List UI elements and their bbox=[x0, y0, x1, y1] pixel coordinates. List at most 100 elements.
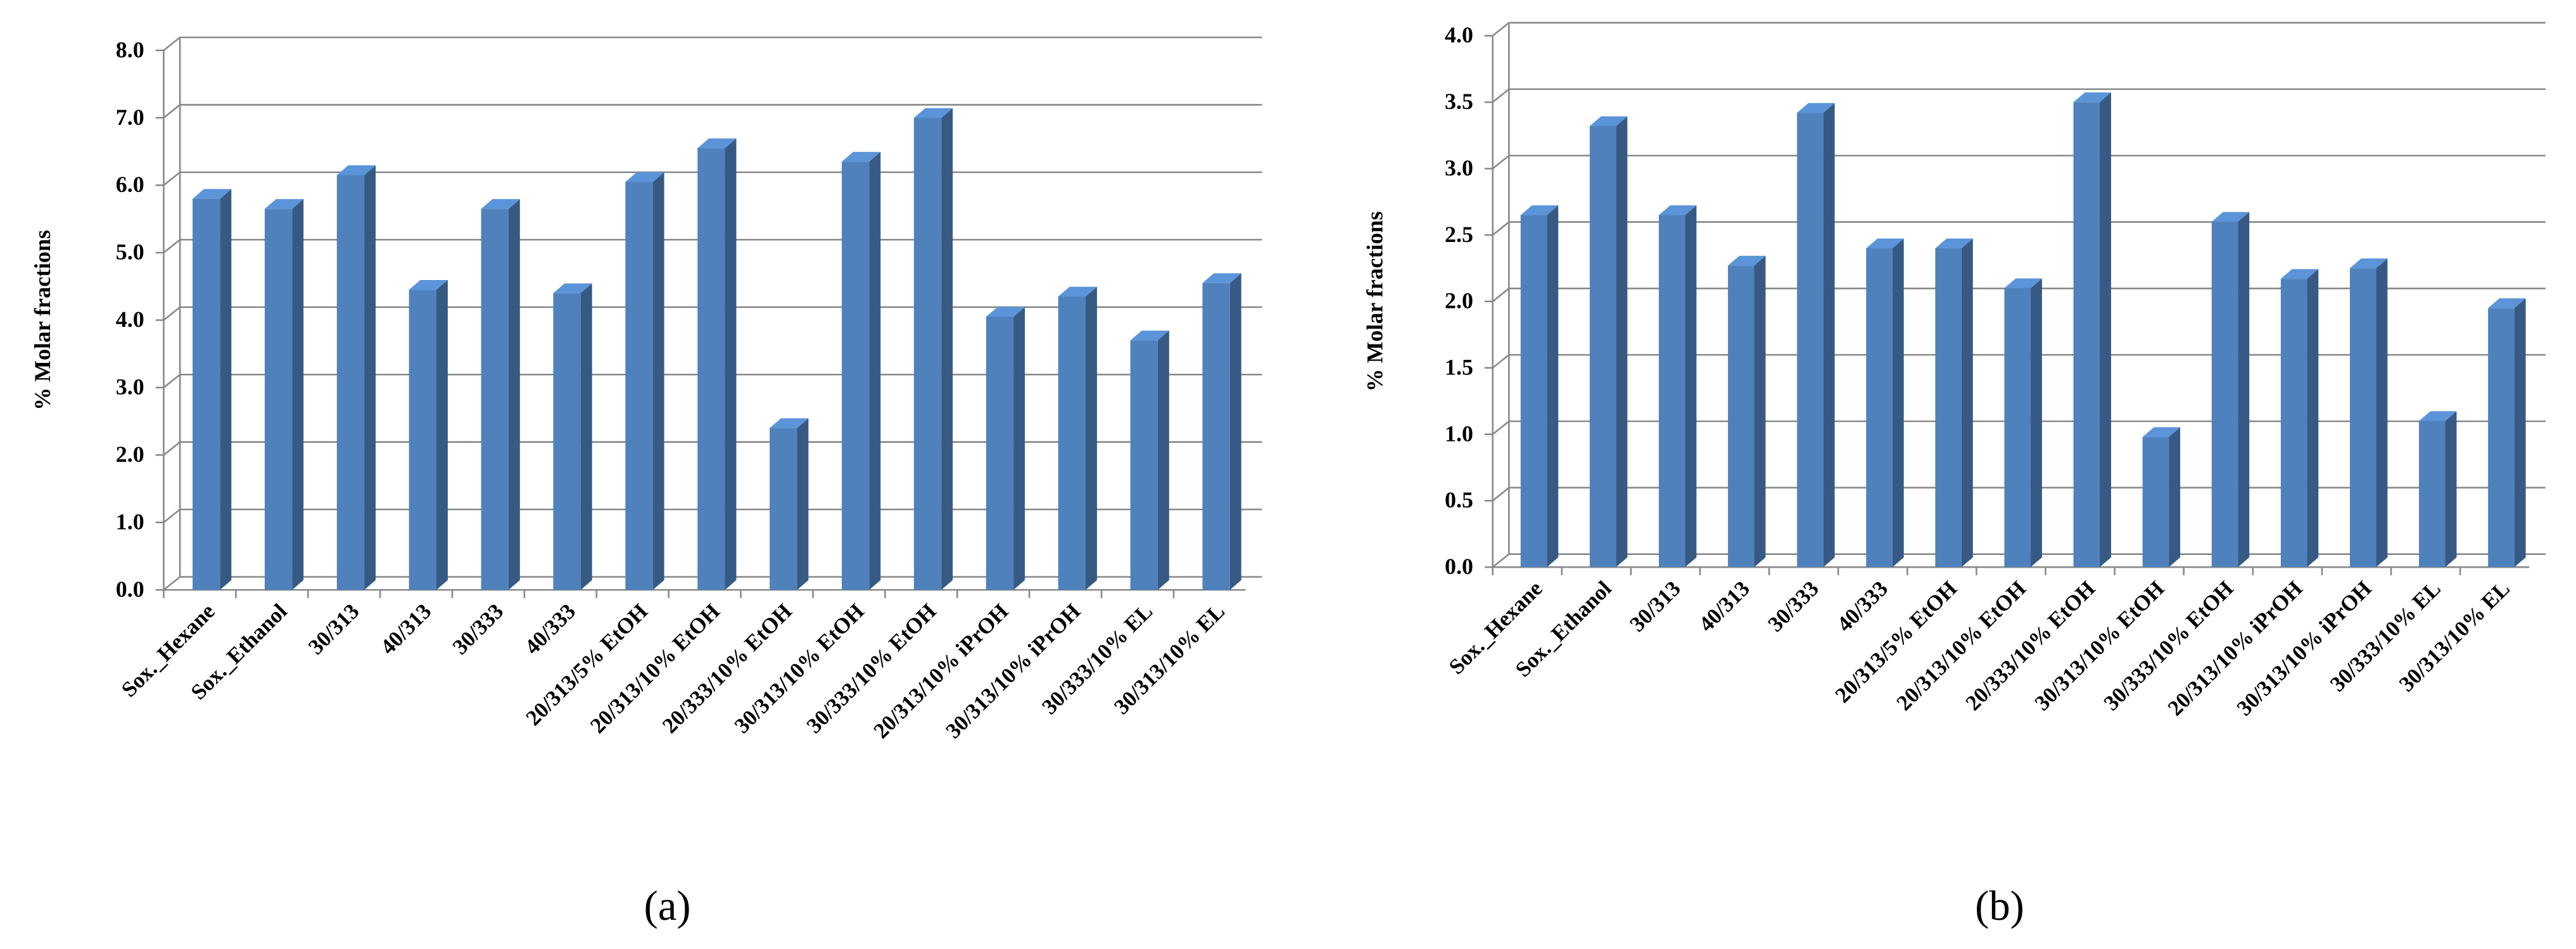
x-tick-label: 20/313/5% EtOH bbox=[1830, 576, 1962, 708]
grid-line bbox=[1492, 221, 2546, 236]
caption: (a) bbox=[644, 883, 691, 929]
x-tick-label: 30/313 bbox=[1625, 576, 1685, 637]
y-axis-label: % Molar fractions bbox=[1362, 212, 1387, 392]
bar-side bbox=[1085, 286, 1097, 590]
bar bbox=[2349, 268, 2376, 568]
grid-line bbox=[163, 306, 1262, 321]
grid-line bbox=[1492, 420, 2546, 435]
y-tick-label: 1.0 bbox=[116, 509, 144, 534]
bar-side bbox=[292, 199, 304, 590]
bar-top bbox=[1866, 238, 1904, 248]
y-tick-label: 1.0 bbox=[1445, 421, 1473, 446]
grid-line bbox=[1492, 553, 2546, 568]
bar-top bbox=[264, 199, 304, 209]
bar-side bbox=[2238, 212, 2250, 568]
grid-line bbox=[163, 508, 1262, 523]
bar-side bbox=[652, 172, 664, 590]
y-tick-label: 2.5 bbox=[1445, 222, 1473, 247]
bar-top bbox=[770, 418, 809, 428]
grid-line bbox=[163, 441, 1262, 456]
bar-top bbox=[193, 189, 232, 199]
bar bbox=[1658, 215, 1685, 568]
bar-top bbox=[1728, 255, 1766, 266]
bar bbox=[481, 208, 509, 590]
bar-side bbox=[1616, 116, 1628, 568]
bar-top bbox=[1935, 238, 1973, 248]
y-tick-label: 7.0 bbox=[116, 105, 144, 130]
x-tick-label: 40/333 bbox=[1832, 576, 1893, 637]
bar-side bbox=[2169, 427, 2181, 568]
bar bbox=[1202, 283, 1230, 590]
bar bbox=[1728, 265, 1754, 568]
bar-side bbox=[1892, 238, 1904, 568]
bar bbox=[193, 198, 220, 590]
grid-line bbox=[163, 171, 1262, 186]
y-tick-label: 3.5 bbox=[1445, 89, 1473, 114]
y-axis-label: % Molar fractions bbox=[30, 230, 55, 411]
bar-top bbox=[2073, 92, 2112, 103]
bar bbox=[409, 290, 436, 590]
x-tick-label: 30/313/10% EtOH bbox=[730, 599, 868, 738]
bar-top bbox=[1520, 205, 1559, 215]
bar-top bbox=[1130, 330, 1169, 341]
grid-line bbox=[1492, 88, 2546, 103]
bar-side bbox=[580, 283, 592, 590]
y-tick-label: 0.0 bbox=[116, 576, 144, 602]
bar bbox=[2211, 222, 2238, 568]
bar-top bbox=[2004, 278, 2042, 288]
bar-top bbox=[842, 151, 881, 162]
grid-line bbox=[163, 373, 1262, 388]
bar-side bbox=[2514, 298, 2526, 568]
bar-side bbox=[1157, 330, 1169, 590]
x-tick-label: 40/313 bbox=[376, 599, 436, 659]
bar-side bbox=[2100, 92, 2112, 568]
y-tick-label: 3.0 bbox=[1445, 155, 1473, 181]
grid-line bbox=[1492, 155, 2546, 170]
bar-side bbox=[1547, 205, 1559, 568]
bar-top bbox=[1797, 103, 1835, 113]
x-tick-label: 20/333/10% EtOH bbox=[1961, 576, 2100, 715]
x-tick-label: 30/333/10% EtOH bbox=[2099, 576, 2238, 715]
bar bbox=[2419, 421, 2446, 568]
bar bbox=[553, 293, 581, 590]
bar bbox=[913, 117, 942, 590]
x-tick-label: 30/313/10% iPrOH bbox=[941, 599, 1085, 743]
y-tick-label: 2.0 bbox=[1445, 288, 1473, 314]
bar-side bbox=[1685, 205, 1697, 568]
bar bbox=[986, 316, 1014, 590]
grid-line bbox=[163, 239, 1262, 253]
grid-line bbox=[163, 36, 1262, 51]
grid-line bbox=[1492, 288, 2546, 302]
grid-line bbox=[1492, 22, 2546, 37]
bar bbox=[1797, 113, 1824, 568]
bar bbox=[1520, 215, 1547, 568]
bar-side bbox=[797, 418, 809, 590]
bar-side bbox=[364, 165, 376, 590]
bar-top bbox=[1589, 116, 1628, 127]
bar-side bbox=[869, 151, 881, 590]
x-tick-label: 30/313/10% iPrOH bbox=[2232, 576, 2376, 720]
bar bbox=[1130, 340, 1158, 590]
bar bbox=[2280, 279, 2307, 568]
bar-side bbox=[508, 199, 520, 590]
bar-top bbox=[913, 108, 953, 118]
bar-side bbox=[220, 189, 232, 590]
bar-top bbox=[986, 307, 1025, 317]
bar bbox=[1058, 296, 1086, 590]
x-tick-label: 20/313/10% EtOH bbox=[1892, 576, 2031, 715]
bar-side bbox=[1754, 255, 1766, 568]
x-tick-label: 20/313/5% EtOH bbox=[521, 599, 652, 730]
bar-top bbox=[1058, 286, 1097, 297]
bar bbox=[625, 182, 653, 590]
chart: 0.00.51.01.52.02.53.03.54.0Sox._HexaneSo… bbox=[1362, 22, 2546, 929]
y-tick-label: 5.0 bbox=[116, 239, 144, 265]
y-tick-label: 4.0 bbox=[116, 307, 144, 332]
bar bbox=[336, 175, 365, 590]
bar-top bbox=[625, 172, 664, 182]
bar bbox=[264, 208, 293, 590]
y-tick-label: 2.0 bbox=[116, 442, 144, 467]
y-tick-label: 3.0 bbox=[116, 374, 144, 400]
bar-top bbox=[336, 165, 376, 175]
x-tick-label: 30/313/10% EtOH bbox=[2030, 576, 2169, 715]
